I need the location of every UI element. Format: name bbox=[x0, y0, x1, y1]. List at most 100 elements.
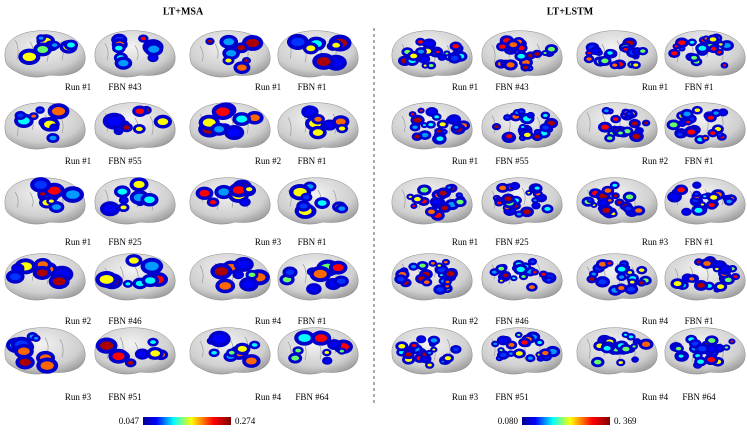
activation bbox=[324, 359, 330, 363]
activation bbox=[638, 268, 645, 272]
run-label: Run #3 bbox=[452, 392, 479, 402]
activation bbox=[37, 108, 43, 112]
activation bbox=[533, 204, 539, 208]
activation bbox=[218, 188, 230, 196]
brain-map bbox=[391, 253, 473, 301]
activation bbox=[444, 261, 448, 264]
activation bbox=[508, 343, 515, 347]
brain-map bbox=[576, 30, 658, 78]
brain-map bbox=[664, 102, 746, 150]
activation bbox=[694, 108, 701, 112]
activation bbox=[691, 341, 699, 346]
activation bbox=[14, 266, 22, 271]
activation bbox=[494, 125, 499, 129]
activation bbox=[517, 53, 525, 59]
activation bbox=[708, 346, 716, 352]
activation bbox=[640, 49, 646, 53]
activation bbox=[722, 43, 731, 49]
activation bbox=[140, 36, 146, 41]
activation bbox=[117, 188, 128, 195]
activation bbox=[528, 285, 535, 290]
panel-title: LT+LSTM bbox=[547, 6, 594, 17]
brain-map bbox=[391, 102, 473, 150]
sulcus bbox=[214, 43, 219, 59]
activation bbox=[237, 64, 247, 71]
brain-surface bbox=[189, 177, 271, 225]
fbn-label: FBN #64 bbox=[295, 392, 329, 402]
brain-map bbox=[4, 30, 86, 78]
activation bbox=[618, 286, 625, 291]
fbn-label: FBN #51 bbox=[108, 392, 141, 402]
activation bbox=[338, 126, 346, 131]
activation bbox=[246, 187, 253, 192]
activation bbox=[135, 108, 145, 114]
activation bbox=[117, 128, 122, 132]
activation bbox=[499, 349, 503, 352]
sulcus bbox=[14, 191, 19, 208]
activation bbox=[246, 38, 260, 48]
activation bbox=[452, 44, 459, 49]
fbn-label: FBN #25 bbox=[495, 237, 529, 247]
activation bbox=[214, 267, 229, 276]
activation bbox=[707, 115, 714, 120]
run-label: Run #4 bbox=[255, 392, 282, 402]
sulcus bbox=[586, 338, 591, 359]
activation bbox=[212, 334, 227, 344]
activation bbox=[445, 285, 450, 288]
activation bbox=[718, 133, 722, 136]
activation bbox=[534, 52, 540, 56]
activation bbox=[241, 200, 248, 205]
fbn-label: FBN #1 bbox=[298, 82, 327, 92]
activation bbox=[606, 136, 613, 140]
activation bbox=[697, 282, 705, 288]
activation bbox=[66, 190, 80, 199]
activation bbox=[303, 195, 310, 200]
activation bbox=[337, 278, 346, 284]
activation bbox=[144, 196, 155, 204]
sulcus bbox=[59, 338, 64, 358]
activation bbox=[232, 186, 245, 194]
activation bbox=[123, 125, 130, 130]
activation bbox=[299, 203, 308, 209]
activation bbox=[607, 51, 613, 55]
activation bbox=[499, 44, 506, 49]
activation bbox=[235, 272, 242, 277]
run-label: Run #1 bbox=[452, 237, 478, 247]
activation bbox=[236, 115, 248, 123]
fbn-label: FBN #1 bbox=[685, 316, 714, 326]
activation bbox=[527, 191, 531, 194]
brain-map bbox=[189, 253, 271, 301]
run-label: Run #1 bbox=[255, 82, 281, 92]
activation bbox=[312, 129, 324, 136]
activation bbox=[499, 279, 503, 282]
activation bbox=[39, 192, 46, 196]
brain-map bbox=[189, 102, 271, 150]
brain-map bbox=[277, 30, 359, 78]
run-label: Run #3 bbox=[642, 237, 669, 247]
activation bbox=[115, 45, 123, 51]
activation bbox=[332, 264, 344, 272]
activation bbox=[397, 276, 405, 282]
brain-map bbox=[391, 30, 473, 78]
activation bbox=[627, 112, 631, 115]
activation bbox=[121, 198, 127, 202]
fbn-label: FBN #55 bbox=[108, 156, 142, 166]
activation bbox=[211, 350, 217, 355]
activation bbox=[504, 196, 512, 202]
activation bbox=[423, 64, 427, 67]
activation bbox=[441, 205, 449, 211]
brain-surface bbox=[94, 30, 176, 78]
activation bbox=[335, 118, 346, 125]
activation bbox=[687, 129, 696, 135]
activation bbox=[150, 340, 156, 344]
brain-map bbox=[481, 177, 563, 225]
activation bbox=[450, 117, 458, 123]
sulcus bbox=[287, 189, 292, 207]
activation bbox=[112, 352, 125, 361]
activation bbox=[398, 344, 406, 349]
activation bbox=[587, 52, 591, 55]
fbn-label: FBN #1 bbox=[298, 316, 327, 326]
colorbar-min: 0.047 bbox=[119, 416, 140, 426]
activation bbox=[499, 338, 507, 343]
activation bbox=[330, 342, 339, 348]
